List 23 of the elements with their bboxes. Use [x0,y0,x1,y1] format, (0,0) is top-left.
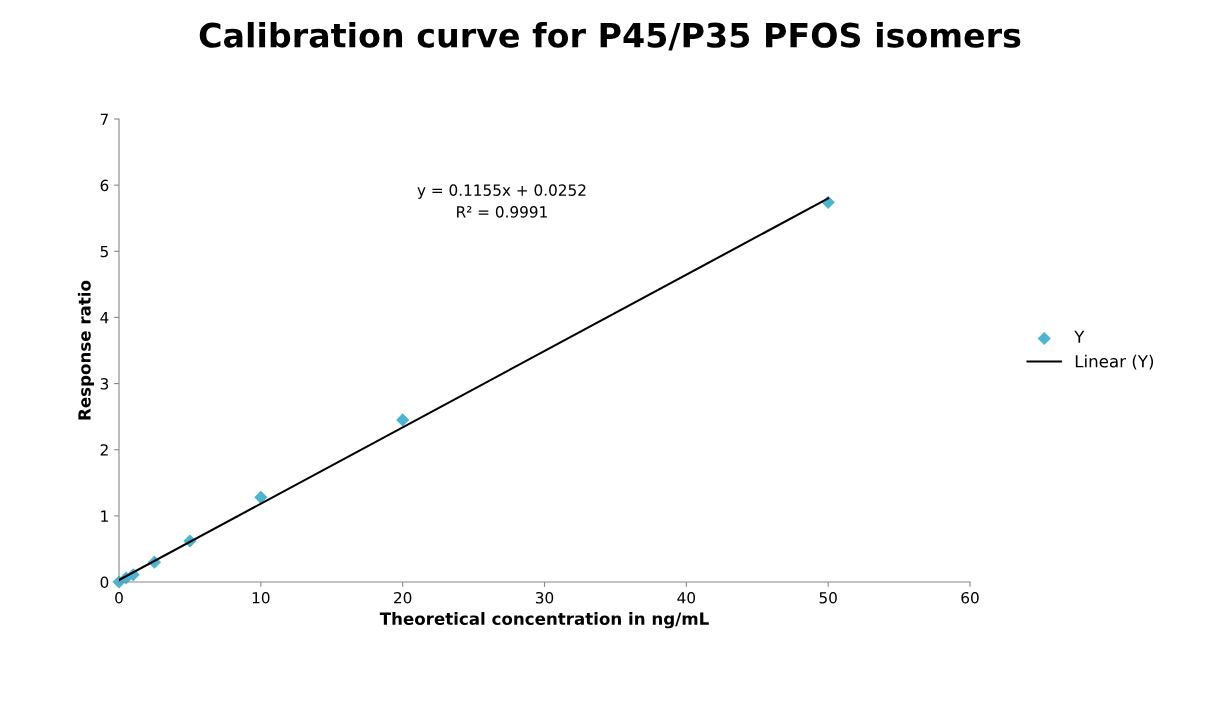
x-tick-label: 0 [115,591,123,604]
y-tick-label: 2 [100,444,108,456]
x-tick-label: 60 [961,591,979,604]
y-tick-label: 3 [100,378,109,390]
annotation: y = 0.1155x + 0.0252 R² = 0.9991 [417,184,586,218]
point [396,413,410,427]
y-tick-label: 5 [100,245,108,258]
x-tick-label: 40 [677,591,696,604]
chart-title: Calibration curve for P45/P35 PFOS isomers [199,22,1021,51]
y-tick-label: 0 [100,576,109,589]
y-tick-label: 7 [100,113,108,125]
x-tick-label: 50 [819,591,837,604]
legend-label: Linear (Y) [1075,354,1154,370]
y-tick-label: 6 [100,179,109,192]
legend-label: Y [1074,330,1085,343]
x-tick-label: 20 [394,591,412,604]
x-axis-title: Theoretical concentration in ng/mL [379,612,709,629]
y-tick-label: 1 [101,510,108,522]
y-axis-title: Response ratio [77,280,94,420]
x-tick-label: 10 [252,591,270,604]
x-tick-label: 30 [535,591,554,604]
point [254,490,268,504]
y-tick-label: 4 [100,312,109,324]
